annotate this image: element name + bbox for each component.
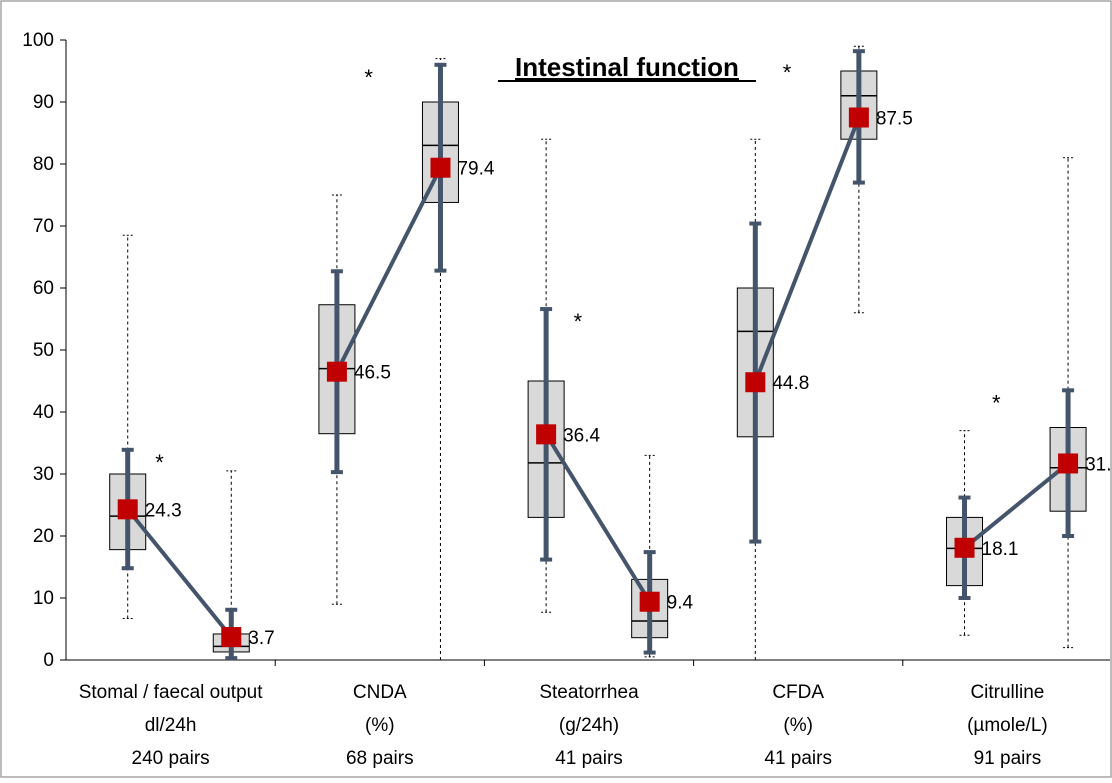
significance-star-4: * <box>992 390 1001 415</box>
marks-layer <box>109 45 1087 661</box>
y-tick-label: 90 <box>33 92 54 113</box>
connector-line-2 <box>544 433 652 603</box>
y-tick-label: 50 <box>33 340 54 361</box>
category-label-0-line-2: 240 pairs <box>132 748 210 769</box>
y-tick-label: 10 <box>33 588 54 609</box>
category-label-1-line-1: (%) <box>365 715 395 736</box>
category-label-4-line-1: (µmole/L) <box>967 715 1048 736</box>
mean-label-post-3: 87.5 <box>876 109 913 130</box>
significance-star-0: * <box>155 450 164 475</box>
mean-marker-pre-2 <box>536 424 557 445</box>
category-label-4-line-2: 91 pairs <box>974 748 1042 769</box>
mean-label-pre-2: 36.4 <box>563 425 600 446</box>
category-label-3-line-0: CFDA <box>772 682 824 703</box>
mean-marker-post-2 <box>639 591 660 612</box>
chart-title: Intestinal function <box>515 52 739 82</box>
mean-label-post-0: 3.7 <box>248 628 274 649</box>
y-tick-label: 20 <box>33 526 54 547</box>
category-label-0-line-1: dl/24h <box>145 715 197 736</box>
mean-label-pre-1: 46.5 <box>354 363 391 384</box>
category-label-0-line-0: Stomal / faecal output <box>79 682 263 703</box>
y-tick-label: 60 <box>33 278 54 299</box>
mean-marker-pre-0 <box>117 499 138 520</box>
mean-marker-post-4 <box>1058 453 1079 474</box>
y-tick-label: 70 <box>33 216 54 237</box>
y-tick-label: 40 <box>33 402 54 423</box>
category-label-2-line-1: (g/24h) <box>559 715 619 736</box>
mean-label-post-4: 31.7 <box>1085 454 1112 475</box>
mean-label-post-1: 79.4 <box>457 159 494 180</box>
y-tick-label: 0 <box>43 650 54 671</box>
connector-line-0 <box>126 508 233 639</box>
category-label-3-line-2: 41 pairs <box>764 748 832 769</box>
category-label-1-line-0: CNDA <box>353 682 407 703</box>
significance-star-1: * <box>364 65 373 90</box>
mean-label-post-2: 9.4 <box>667 593 694 614</box>
mean-marker-pre-1 <box>326 361 347 382</box>
connector-line-1 <box>335 166 443 373</box>
mean-marker-pre-3 <box>745 372 766 393</box>
mean-label-pre-3: 44.8 <box>772 373 809 394</box>
connector-line-4 <box>963 461 1070 550</box>
category-label-3-line-1: (%) <box>783 715 813 736</box>
y-tick-label: 100 <box>22 30 54 51</box>
labels-layer: 24.3 3.7 * Stomal / faecal output dl/24h 240 … <box>79 60 1112 769</box>
mean-label-pre-0: 24.3 <box>145 500 182 521</box>
y-tick-label: 30 <box>33 464 54 485</box>
mean-marker-post-3 <box>848 107 869 128</box>
category-label-4-line-0: Citrulline <box>970 682 1044 703</box>
significance-star-3: * <box>783 60 792 85</box>
category-label-2-line-0: Steatorrhea <box>539 682 639 703</box>
mean-marker-post-1 <box>430 157 451 178</box>
category-label-2-line-2: 41 pairs <box>555 748 623 769</box>
mean-marker-pre-4 <box>954 537 975 558</box>
mean-marker-post-0 <box>221 627 242 648</box>
significance-star-2: * <box>574 309 583 334</box>
category-label-1-line-2: 68 pairs <box>346 748 414 769</box>
mean-label-pre-4: 18.1 <box>982 539 1019 560</box>
connector-line-3 <box>753 116 861 383</box>
axes-layer: 0 10 20 30 40 50 60 70 80 90 100 <box>22 30 1110 671</box>
y-tick-label: 80 <box>33 154 54 175</box>
